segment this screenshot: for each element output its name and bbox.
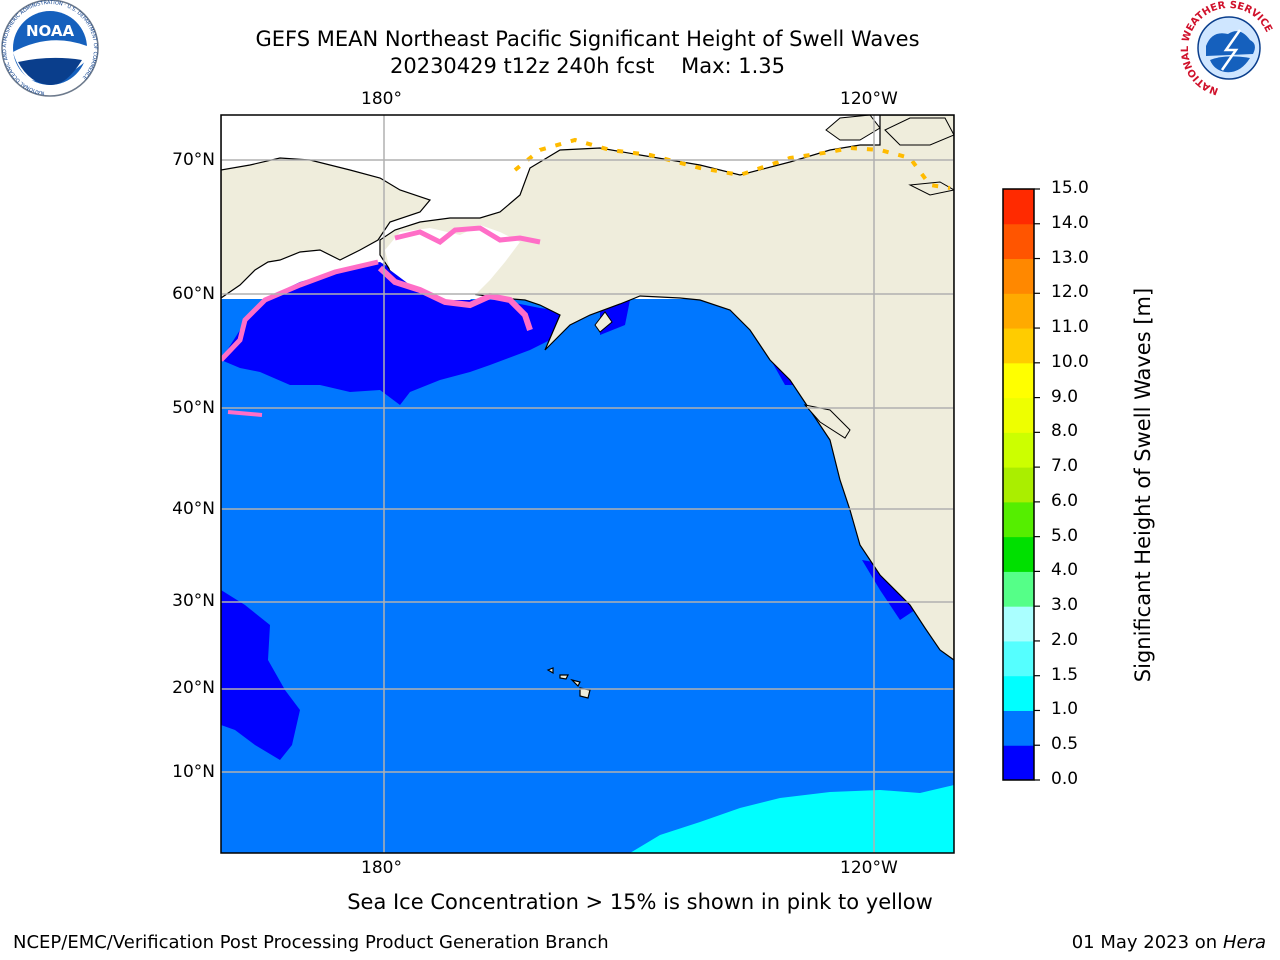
colorbar-tick-label: 0.5 [1051, 734, 1079, 755]
lat-label-50n: 50°N [172, 398, 215, 418]
map-frame [220, 114, 955, 854]
footer-organization: NCEP/EMC/Verification Post Processing Pr… [13, 932, 609, 953]
lat-label-60n: 60°N [172, 284, 215, 304]
colorbar-segment [1003, 606, 1034, 642]
footer-date: 01 May 2023 on Hera [1072, 932, 1266, 953]
colorbar-segment [1003, 536, 1034, 572]
colorbar-tick-label: 4.0 [1051, 560, 1079, 581]
map-grid [221, 115, 954, 853]
lat-label-40n: 40°N [172, 499, 215, 519]
tropical-mid-swell [630, 785, 954, 853]
colorbar-segment [1003, 397, 1034, 433]
colorbar-tick-label: 15.0 [1051, 178, 1089, 198]
colorbar-tick-label: 8.0 [1051, 421, 1079, 442]
lon-label-top-180: 180° [361, 89, 402, 109]
colorbar-tick-label: 12.0 [1051, 282, 1089, 303]
colorbar-tick-label: 5.0 [1051, 525, 1079, 546]
colorbar-tick-label: 2.0 [1051, 629, 1079, 650]
colorbar-segment [1003, 223, 1034, 260]
noaa-logo: NOAA NATIONAL OCEANIC AND ATMOSPHERIC AD… [1, 0, 99, 97]
colorbar-segment [1003, 467, 1034, 503]
lat-label-30n: 30°N [172, 591, 215, 611]
colorbar-tick-label: 6.0 [1051, 490, 1079, 511]
sea-ice-white [385, 225, 520, 300]
colorbar-tick-label: 11.0 [1051, 317, 1089, 338]
colorbar-segment [1003, 189, 1034, 225]
colorbar-tick-label: 14.0 [1051, 212, 1089, 233]
colorbar [1003, 188, 1040, 781]
colorbar-segment [1003, 640, 1034, 677]
kodiak-island [594, 311, 613, 333]
coast-low-swell-1 [862, 560, 915, 620]
chart-title: GEFS MEAN Northeast Pacific Significant … [255, 27, 920, 51]
lon-label-bottom-180: 180° [361, 858, 402, 878]
colorbar-segment [1003, 432, 1034, 468]
lon-label-top-120w: 120°W [840, 89, 898, 109]
colorbar-tick-label: 0.0 [1051, 769, 1079, 789]
nws-logo: NATIONAL WEATHER SERVICE [1180, 0, 1275, 96]
vancouver-island [803, 404, 851, 439]
lat-label-20n: 20°N [172, 678, 215, 698]
lat-label-10n: 10°N [172, 762, 215, 782]
sea-ice-edge [377, 265, 533, 331]
colorbar-segment [1003, 710, 1034, 746]
colorbar-tick-label: 3.0 [1051, 595, 1079, 616]
colorbar-frame [1002, 188, 1035, 781]
canadian-islands [825, 115, 881, 141]
colorbar-tick-label: 1.5 [1051, 664, 1079, 685]
colorbar-tick-label: 1.0 [1051, 699, 1079, 720]
colorbar-tick-label: 13.0 [1051, 247, 1089, 268]
colorbar-tick-label: 10.0 [1051, 351, 1089, 372]
bering-low-swell [221, 262, 570, 405]
map-area [221, 115, 954, 853]
colorbar-segment [1003, 293, 1034, 329]
colorbar-tick-label: 9.0 [1051, 386, 1079, 407]
colorbar-segment [1003, 675, 1034, 711]
colorbar-segment [1003, 258, 1034, 294]
chart-subtitle: 20230429 t12z 240h fcst Max: 1.35 [389, 54, 786, 78]
lon-label-bottom-120w: 120°W [840, 858, 898, 878]
colorbar-title: Significant Height of Swell Waves [m] [1131, 287, 1155, 683]
west-pacific-low-swell [221, 590, 300, 760]
noaa-logo-text: NOAA [26, 22, 75, 40]
lat-label-70n: 70°N [172, 150, 215, 170]
footer-machine: Hera [1222, 932, 1266, 953]
footer-date-text: 01 May 2023 on [1071, 932, 1218, 953]
sea-ice-note: Sea Ice Concentration > 15% is shown in … [347, 890, 933, 914]
colorbar-segment [1003, 501, 1034, 538]
colorbar-segment [1003, 571, 1034, 607]
colorbar-segment [1003, 745, 1034, 781]
colorbar-segment [1003, 362, 1034, 399]
colorbar-segment [1003, 328, 1034, 364]
colorbar-tick-label: 7.0 [1051, 456, 1079, 477]
